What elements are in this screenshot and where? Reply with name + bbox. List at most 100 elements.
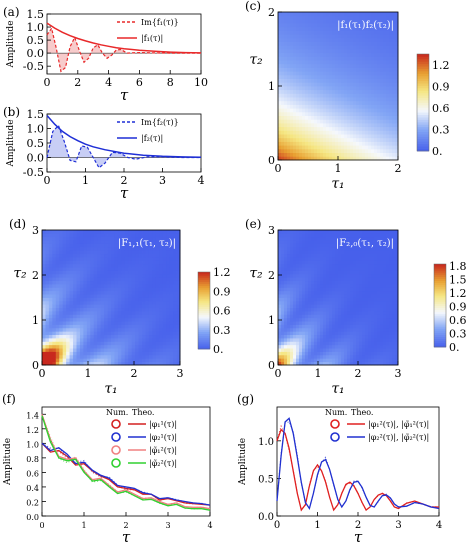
heatmap-cell (380, 297, 384, 302)
heatmap-cell (311, 327, 315, 332)
heatmap-cell (311, 130, 315, 135)
heatmap-cell (176, 327, 181, 332)
heatmap-cell (332, 111, 336, 116)
heatmap-cell (278, 26, 282, 31)
heatmap-cell (97, 307, 102, 312)
heatmap-cell (338, 156, 342, 161)
heatmap-cell (299, 30, 303, 35)
heatmap-cell (138, 267, 143, 271)
heatmap-cell (374, 134, 378, 139)
heatmap-cell (356, 327, 360, 332)
heatmap-cell (93, 250, 98, 255)
heatmap-cell (386, 253, 390, 258)
heatmap-cell (62, 257, 67, 261)
heatmap-cell (284, 230, 288, 234)
heatmap-cell (42, 273, 46, 278)
heatmap-cell (365, 314, 369, 319)
heatmap-cell (350, 331, 354, 336)
heatmap-cell (299, 23, 303, 28)
heatmap-cell (389, 97, 393, 102)
heatmap-cell (281, 126, 285, 131)
heatmap-cell (111, 344, 115, 349)
heatmap-cell (329, 280, 333, 285)
heatmap-cell (368, 141, 372, 146)
heatmap-cell (389, 287, 393, 292)
heatmap-cell (377, 19, 381, 24)
heatmap-cell (323, 246, 327, 251)
heatmap-cell (142, 270, 146, 275)
heatmap-cell (302, 273, 306, 278)
heatmap-cell (368, 297, 372, 302)
heatmap-cell (73, 327, 77, 332)
heatmap-cell (152, 341, 157, 346)
heatmap-cell (368, 126, 372, 131)
heatmap-cell (107, 284, 112, 288)
heatmap-cell (293, 358, 297, 363)
heatmap-cell (347, 263, 351, 268)
heatmap-cell (52, 317, 57, 322)
heatmap-cell (338, 71, 342, 76)
heatmap-cell (320, 334, 324, 339)
heatmap-cell (380, 130, 384, 135)
heatmap-cell (341, 130, 345, 135)
heatmap-cell (138, 263, 143, 268)
heatmap-cell (359, 119, 363, 124)
heatmap-cell (138, 311, 143, 315)
heatmap-cell (323, 300, 327, 305)
heatmap-cell (281, 300, 285, 305)
heatmap-cell (347, 304, 351, 309)
heatmap-cell (176, 250, 181, 255)
heatmap-cell (142, 324, 146, 329)
heatmap-cell (353, 97, 357, 102)
heatmap-cell (296, 270, 300, 275)
heatmap-cell (332, 284, 336, 288)
heatmap-cell (293, 145, 297, 150)
heatmap-cell (362, 240, 366, 244)
heatmap-cell (317, 324, 321, 329)
colorbar-cell (417, 85, 429, 89)
heatmap-cell (365, 341, 369, 346)
heatmap-cell (42, 260, 46, 265)
heatmap-cell (284, 12, 288, 17)
heatmap-cell (293, 49, 297, 54)
heatmap-cell (359, 257, 363, 261)
heatmap-cell (299, 263, 303, 268)
heatmap-cell (389, 263, 393, 268)
heatmap-cell (335, 37, 339, 42)
heatmap-cell (389, 280, 393, 285)
heatmap-cell (344, 126, 348, 131)
heatmap-cell (350, 34, 354, 39)
heatmap-cell (90, 290, 95, 295)
heatmap-cell (128, 263, 133, 268)
heatmap-cell (389, 86, 393, 91)
heatmap-cell (395, 60, 399, 65)
heatmap-cell (296, 284, 300, 288)
heatmap-cell (152, 331, 157, 336)
heatmap-cell (97, 230, 102, 234)
heatmap-cell (42, 240, 46, 244)
heatmap-cell (365, 304, 369, 309)
heatmap-cell (392, 97, 396, 102)
heatmap-cell (107, 348, 112, 352)
heatmap-cell (392, 74, 396, 79)
heatmap-cell (284, 284, 288, 288)
heatmap-cell (374, 294, 378, 298)
heatmap-cell (347, 280, 351, 285)
heatmap-cell (62, 348, 67, 352)
heatmap-cell (284, 341, 288, 346)
heatmap-cell (308, 257, 312, 261)
heatmap-cell (162, 300, 167, 305)
heatmap-cell (86, 287, 91, 292)
heatmap-cell (281, 257, 285, 261)
heatmap-cell (395, 348, 399, 352)
heatmap-cell (104, 270, 108, 275)
heatmap-cell (114, 341, 119, 346)
heatmap-cell (86, 280, 91, 285)
heatmap-cell (320, 267, 324, 271)
heatmap-cell (356, 280, 360, 285)
heatmap-cell (128, 334, 133, 339)
heatmap-cell (293, 52, 297, 57)
heatmap-cell (100, 321, 105, 325)
heatmap-cell (338, 30, 342, 35)
heatmap-cell (350, 60, 354, 65)
